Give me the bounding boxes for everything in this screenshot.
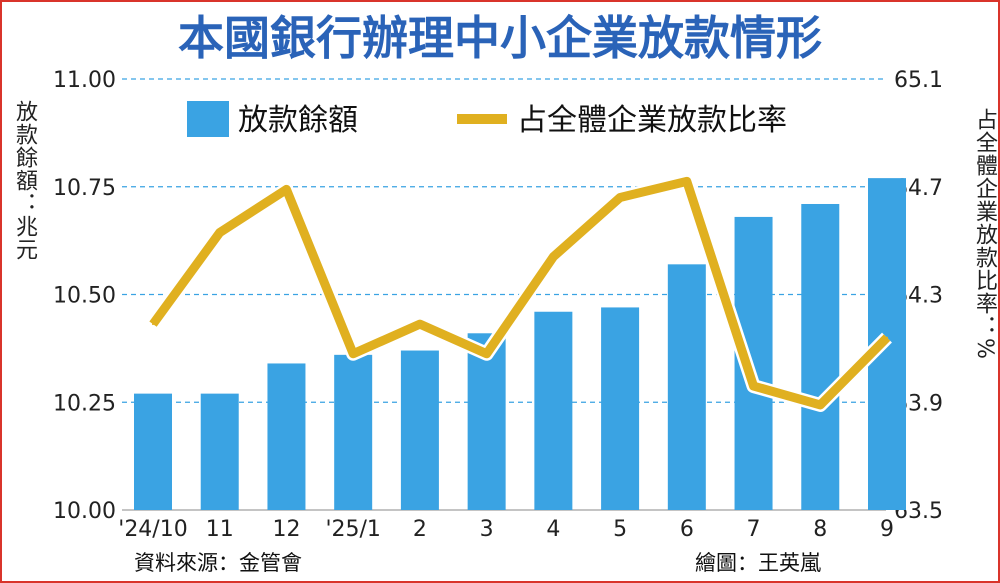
legend-line-label: 占全體企業放款比率	[517, 103, 787, 138]
chart-title: 本國銀行辦理中小企業放款情形	[178, 11, 822, 65]
bar-2	[267, 363, 306, 510]
x-tick: 3	[480, 517, 494, 542]
x-tick: 4	[546, 517, 560, 542]
y-tick-left: 10.25	[53, 391, 116, 416]
x-tick: 6	[680, 517, 694, 542]
line-point-6	[552, 255, 555, 258]
bar-4	[400, 350, 439, 510]
y-axis-label-left: 放款餘額：兆元	[12, 100, 37, 261]
line-point-10	[819, 403, 822, 406]
source-note: 資料來源：金管會	[134, 551, 302, 575]
bar-6	[534, 311, 573, 510]
legend-bar-swatch	[187, 101, 229, 137]
bar-3	[334, 354, 373, 510]
line-point-1	[218, 231, 221, 234]
bar-1	[200, 393, 239, 510]
bar-5	[467, 333, 506, 510]
x-tick: 12	[272, 517, 300, 542]
legend-bar-label: 放款餘額	[238, 103, 358, 138]
bar-8	[667, 264, 706, 510]
line-point-0	[152, 323, 154, 326]
y-tick-left: 10.00	[53, 499, 116, 524]
y-tick-left: 11.00	[53, 68, 116, 93]
line-point-4	[418, 323, 421, 326]
line-point-7	[619, 196, 622, 199]
x-tick: 11	[206, 517, 234, 542]
x-tick: '25/1	[325, 517, 380, 542]
y-tick-left: 10.75	[53, 176, 116, 201]
ratio-line	[149, 176, 891, 410]
x-tick: 7	[747, 517, 761, 542]
bar-10	[801, 203, 840, 511]
x-tick: '24/10	[118, 517, 187, 542]
credit-note: 繪圖：王英嵐	[695, 551, 821, 575]
line-point-5	[485, 352, 488, 355]
line-point-8	[685, 180, 688, 183]
line-point-11	[886, 336, 888, 339]
line-point-9	[752, 385, 755, 388]
line-point-3	[352, 352, 355, 355]
x-tick: 8	[813, 517, 827, 542]
bar-0	[134, 393, 172, 510]
y-tick-right: 65.1	[894, 68, 943, 93]
line-outline	[147, 174, 892, 412]
y-axis-label-right: 占全體企業放款比率：%	[972, 108, 997, 360]
y-tick-left: 10.50	[53, 284, 116, 309]
bar-7	[601, 307, 640, 510]
x-tick: 9	[880, 517, 894, 542]
line-point-2	[285, 188, 288, 191]
x-tick: 5	[613, 517, 627, 542]
x-tick: 2	[413, 517, 427, 542]
